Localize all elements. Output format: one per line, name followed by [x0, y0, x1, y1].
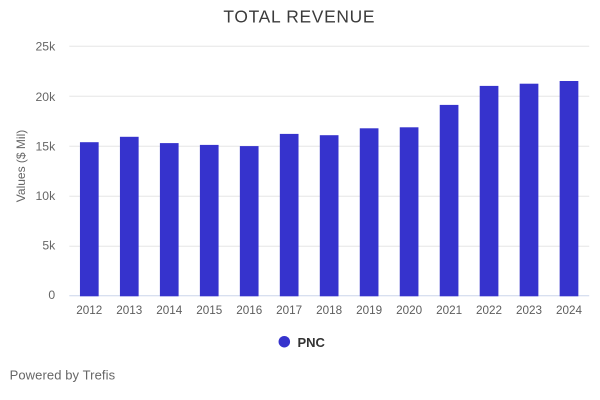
svg-text:Values ($ Mil): Values ($ Mil) — [14, 130, 28, 202]
svg-text:2019: 2019 — [356, 304, 382, 317]
svg-text:2013: 2013 — [116, 304, 142, 317]
svg-text:20k: 20k — [36, 90, 57, 104]
svg-text:2014: 2014 — [156, 304, 183, 317]
svg-text:0: 0 — [48, 288, 55, 302]
svg-text:5k: 5k — [42, 238, 56, 252]
svg-text:2015: 2015 — [196, 304, 223, 317]
svg-text:10k: 10k — [36, 189, 57, 203]
svg-text:Powered by Trefis: Powered by Trefis — [10, 368, 116, 383]
svg-text:2022: 2022 — [476, 304, 502, 317]
svg-text:15k: 15k — [36, 139, 57, 153]
svg-text:TOTAL REVENUE: TOTAL REVENUE — [223, 7, 375, 27]
svg-text:2021: 2021 — [436, 304, 462, 317]
svg-text:PNC: PNC — [298, 335, 326, 350]
svg-text:2016: 2016 — [236, 304, 262, 317]
svg-text:2012: 2012 — [76, 304, 102, 317]
svg-text:2018: 2018 — [316, 304, 342, 317]
svg-text:2017: 2017 — [276, 304, 302, 317]
svg-text:2024: 2024 — [556, 304, 583, 317]
svg-text:25k: 25k — [36, 40, 57, 54]
svg-text:2023: 2023 — [516, 304, 542, 317]
svg-text:2020: 2020 — [396, 304, 423, 317]
